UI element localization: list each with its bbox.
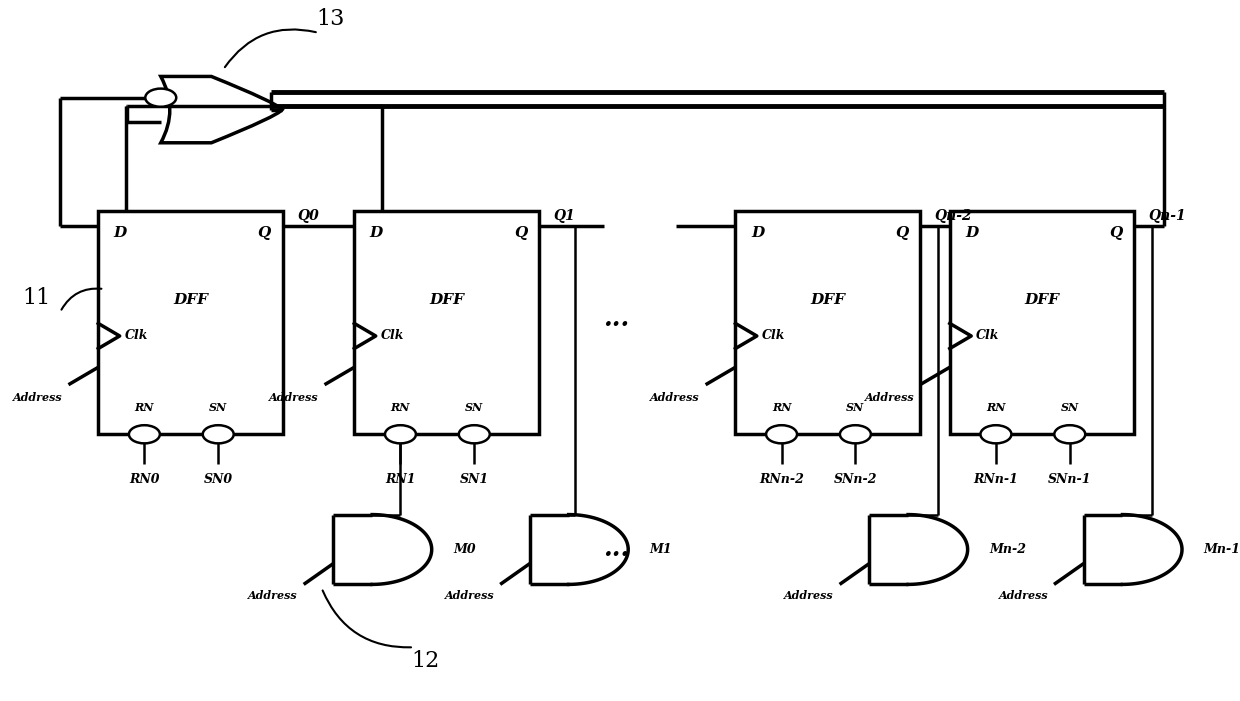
Bar bbox=[355, 211, 539, 435]
Text: 11: 11 bbox=[22, 287, 51, 309]
Text: Q: Q bbox=[513, 226, 527, 240]
Text: D: D bbox=[751, 226, 764, 240]
Circle shape bbox=[384, 426, 415, 443]
Text: M1: M1 bbox=[650, 543, 672, 556]
Circle shape bbox=[145, 88, 176, 107]
Text: Mn-2: Mn-2 bbox=[990, 543, 1025, 556]
Text: ...: ... bbox=[603, 538, 630, 562]
Text: Q: Q bbox=[895, 226, 908, 240]
Text: Address: Address bbox=[445, 590, 495, 601]
Text: SN1: SN1 bbox=[460, 472, 489, 486]
Text: RN: RN bbox=[771, 402, 791, 414]
Text: Clk: Clk bbox=[761, 329, 785, 343]
Text: Address: Address bbox=[12, 392, 62, 402]
Text: 12: 12 bbox=[412, 651, 440, 672]
Text: Address: Address bbox=[784, 590, 833, 601]
Text: SN: SN bbox=[1060, 402, 1079, 414]
Text: Q: Q bbox=[258, 226, 270, 240]
Text: DFF: DFF bbox=[810, 293, 846, 307]
Text: Address: Address bbox=[248, 590, 298, 601]
Text: Address: Address bbox=[650, 392, 699, 402]
Circle shape bbox=[129, 426, 160, 443]
Bar bbox=[98, 211, 283, 435]
Text: SN: SN bbox=[847, 402, 864, 414]
Text: RN0: RN0 bbox=[129, 472, 160, 486]
Circle shape bbox=[839, 426, 870, 443]
Text: Q1: Q1 bbox=[553, 209, 575, 223]
Bar bbox=[950, 211, 1135, 435]
Text: Mn-1: Mn-1 bbox=[1204, 543, 1240, 556]
Text: DFF: DFF bbox=[174, 293, 208, 307]
Text: D: D bbox=[370, 226, 383, 240]
Text: RNn-2: RNn-2 bbox=[759, 472, 804, 486]
Text: SN0: SN0 bbox=[203, 472, 233, 486]
Text: SNn-1: SNn-1 bbox=[1048, 472, 1091, 486]
Text: SNn-2: SNn-2 bbox=[833, 472, 877, 486]
Circle shape bbox=[459, 426, 490, 443]
Text: Clk: Clk bbox=[124, 329, 148, 343]
Circle shape bbox=[981, 426, 1012, 443]
Text: RN1: RN1 bbox=[386, 472, 415, 486]
Text: Clk: Clk bbox=[976, 329, 999, 343]
Text: D: D bbox=[114, 226, 126, 240]
Circle shape bbox=[203, 426, 233, 443]
Text: DFF: DFF bbox=[1024, 293, 1059, 307]
Text: Address: Address bbox=[269, 392, 319, 402]
Text: Address: Address bbox=[998, 590, 1048, 601]
Text: Q: Q bbox=[1110, 226, 1122, 240]
Text: Clk: Clk bbox=[381, 329, 404, 343]
Text: RN: RN bbox=[135, 402, 154, 414]
Text: Qn-2: Qn-2 bbox=[934, 209, 972, 223]
Text: DFF: DFF bbox=[429, 293, 464, 307]
Text: Address: Address bbox=[864, 392, 914, 402]
Bar bbox=[735, 211, 920, 435]
Circle shape bbox=[766, 426, 797, 443]
Text: SN: SN bbox=[465, 402, 484, 414]
Text: RN: RN bbox=[391, 402, 410, 414]
Text: Qn-1: Qn-1 bbox=[1148, 209, 1187, 223]
Text: Q0: Q0 bbox=[298, 209, 319, 223]
Text: SN: SN bbox=[210, 402, 227, 414]
Text: D: D bbox=[965, 226, 978, 240]
Text: RN: RN bbox=[986, 402, 1006, 414]
Text: M0: M0 bbox=[453, 543, 476, 556]
Text: RNn-1: RNn-1 bbox=[973, 472, 1018, 486]
Circle shape bbox=[1054, 426, 1085, 443]
Text: 13: 13 bbox=[316, 8, 345, 30]
Text: ...: ... bbox=[603, 307, 630, 331]
